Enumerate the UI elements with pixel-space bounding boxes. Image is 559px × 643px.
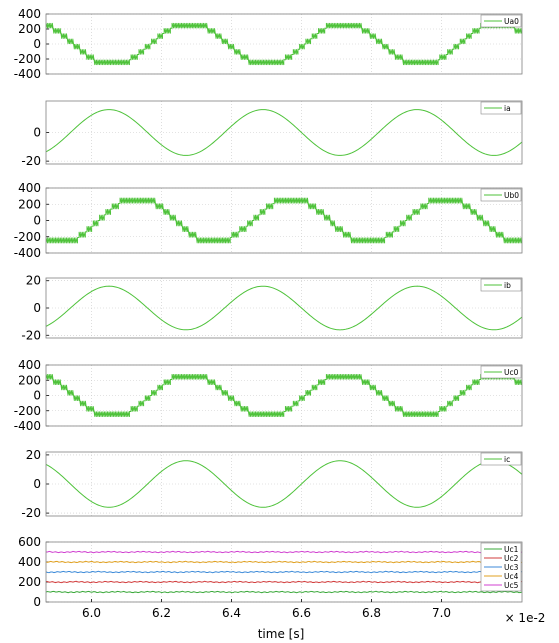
legend-label: ic (504, 455, 510, 464)
y-tick-label: 200 (18, 575, 41, 589)
y-tick-label: -20 (21, 154, 41, 168)
plot-panel-6: 20 0 -20 ic (21, 448, 523, 520)
legend-label: Uc1 (504, 545, 519, 554)
legend-label: Uc4 (504, 572, 519, 581)
y-tick-label: 200 (18, 22, 41, 36)
series-Ub0 (46, 197, 522, 244)
plot-frame (45, 187, 523, 254)
legend: Ua0 (480, 14, 522, 28)
legend-label: ia (504, 104, 511, 113)
y-tick-label: 200 (18, 373, 41, 387)
y-tick-label: 0 (33, 477, 41, 491)
y-tick-label: 0 (33, 37, 41, 51)
legend: Ub0 (480, 188, 522, 202)
series-Uc5 (46, 550, 522, 554)
y-tick-label: 20 (26, 448, 41, 462)
legend: Uc0 (480, 365, 522, 379)
y-tick-label: 400 (18, 7, 41, 21)
y-tick-label: 0 (33, 214, 41, 228)
legend: ib (480, 278, 522, 292)
plot-frame (45, 13, 523, 75)
plot-frame (45, 364, 523, 427)
series-ia (46, 109, 522, 156)
y-tick-label: 400 (18, 181, 41, 195)
legend: ia (480, 101, 522, 115)
series-ic (46, 460, 522, 508)
time-axis: time [s] × 1e-2 6.0 6.2 6.4 6.6 6.8 7.0 (82, 599, 545, 641)
y-tick-label: -20 (21, 506, 41, 520)
y-tick-label: 0 (33, 301, 41, 315)
y-tick-label: 600 (18, 535, 41, 549)
series-Uc3 (46, 570, 522, 574)
y-tick-label: -400 (14, 419, 41, 433)
x-tick-label: 6.8 (362, 606, 381, 620)
y-tick-label: 0 (33, 595, 41, 609)
legend-label: Uc5 (504, 581, 519, 590)
y-tick-label: 0 (33, 126, 41, 140)
y-tick-label: -200 (14, 52, 41, 66)
legend: ic (480, 452, 522, 466)
y-tick-label: -20 (21, 328, 41, 342)
legend-label: Ub0 (504, 191, 519, 200)
series-Ua0 (46, 22, 522, 66)
x-axis-label: time [s] (258, 627, 305, 641)
x-axis-multiplier: × 1e-2 (505, 611, 546, 625)
x-tick-label: 6.0 (82, 606, 101, 620)
y-tick-label: -200 (14, 230, 41, 244)
plot-frame (45, 541, 523, 603)
legend-label: Uc3 (504, 563, 519, 572)
series-Uc0 (46, 374, 522, 417)
plot-frame (45, 451, 523, 517)
y-tick-label: 0 (33, 389, 41, 403)
y-tick-label: -400 (14, 246, 41, 260)
x-tick-label: 6.6 (292, 606, 311, 620)
plot-panel-4: 20 0 -20 ib (21, 274, 523, 342)
series-Uc2 (46, 580, 522, 584)
x-tick-label: 6.4 (222, 606, 241, 620)
plot-panel-2: 0 -20 ia (21, 100, 523, 168)
y-tick-label: 400 (18, 555, 41, 569)
series-Uc1 (46, 590, 522, 594)
y-tick-label: 20 (26, 274, 41, 288)
plot-panel-3: 400 200 0 -200 -400 Ub0 (14, 181, 523, 260)
legend-label: Uc2 (504, 554, 519, 563)
series-Uc4 (46, 560, 522, 564)
y-tick-label: 400 (18, 358, 41, 372)
legend-label: ib (504, 281, 511, 290)
legend-label: Uc0 (504, 368, 519, 377)
plot-frame (45, 277, 523, 339)
y-tick-label: -400 (14, 67, 41, 81)
legend-label: Ua0 (504, 17, 519, 26)
y-tick-label: -200 (14, 404, 41, 418)
x-tick-label: 6.2 (152, 606, 171, 620)
plot-frame (45, 100, 523, 165)
y-tick-label: 200 (18, 197, 41, 211)
series-ib (46, 285, 522, 331)
x-tick-label: 7.0 (432, 606, 451, 620)
